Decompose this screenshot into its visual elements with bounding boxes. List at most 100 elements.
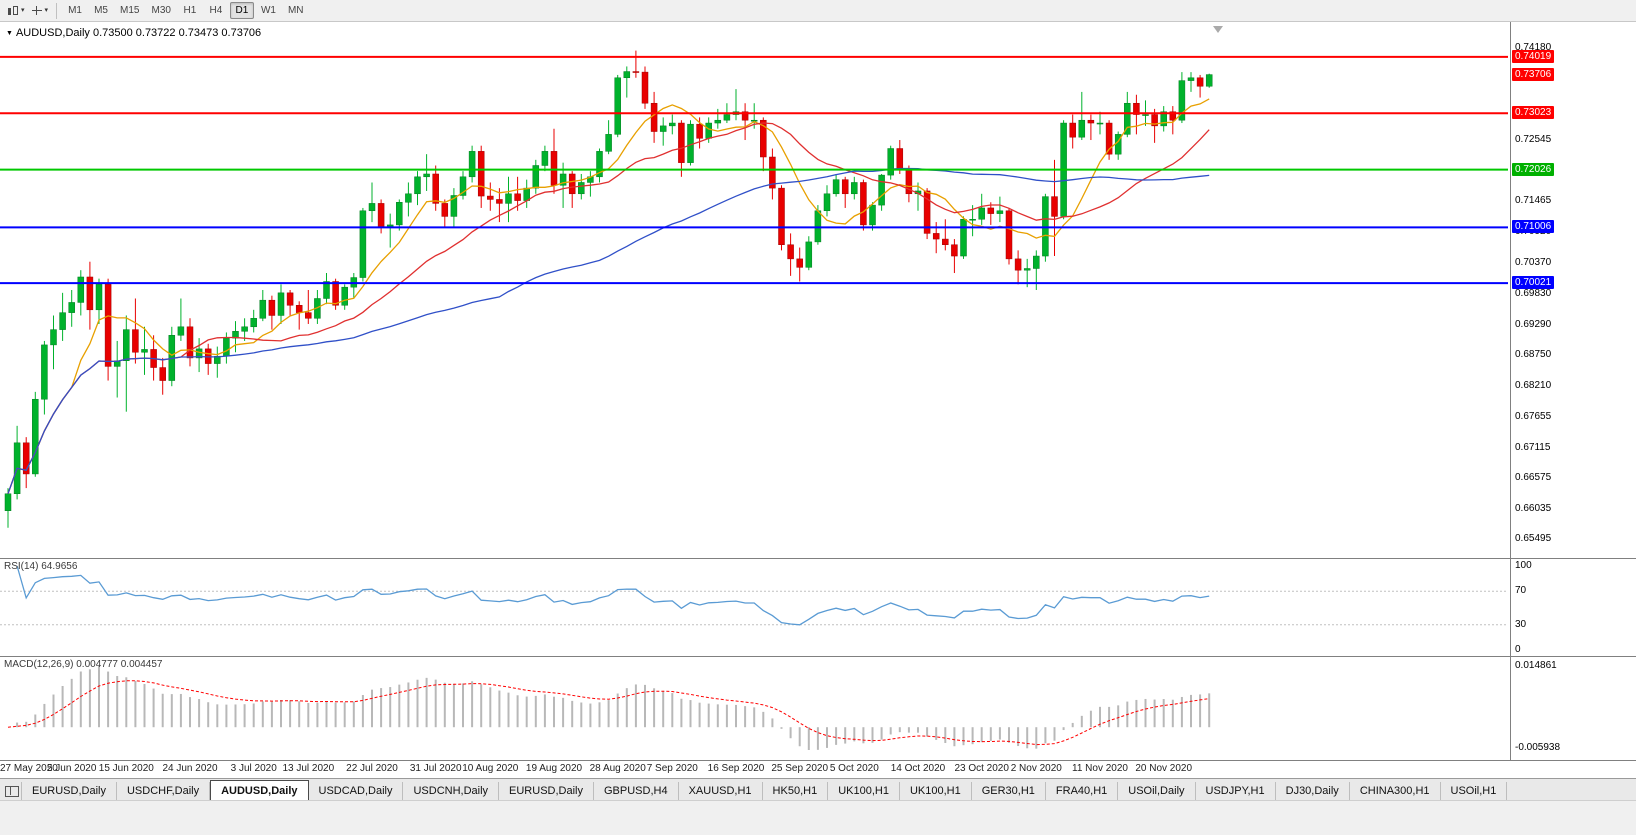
candle bbox=[1187, 72, 1195, 92]
candle bbox=[468, 145, 476, 183]
candle bbox=[869, 202, 876, 231]
candle bbox=[487, 182, 494, 211]
timeframe-button-h4[interactable]: H4 bbox=[209, 5, 223, 16]
candle bbox=[741, 103, 749, 141]
candle bbox=[596, 148, 603, 183]
candle bbox=[614, 74, 621, 138]
candle bbox=[659, 117, 667, 146]
chart-tabs: EURUSD,Daily USDCHF,Daily AUDUSD,Daily USDC… bbox=[22, 780, 1508, 800]
candle bbox=[832, 173, 840, 197]
timeframe-button-m30[interactable]: M30 bbox=[151, 5, 171, 16]
tab-usoil-daily[interactable]: USOil,Daily bbox=[1118, 782, 1196, 800]
tab-usdcad-daily[interactable]: USDCAD,Daily bbox=[308, 782, 404, 800]
candle bbox=[1105, 120, 1113, 160]
tab-hk50-h1[interactable]: HK50,H1 bbox=[762, 782, 829, 800]
candle bbox=[1069, 114, 1076, 149]
candle bbox=[823, 185, 831, 217]
tab-uk100-h1[interactable]: UK100,H1 bbox=[828, 782, 900, 800]
candle bbox=[268, 295, 276, 330]
candle bbox=[669, 114, 676, 135]
tab-ger30-h1[interactable]: GER30,H1 bbox=[971, 782, 1046, 800]
chart-background bbox=[0, 22, 1636, 778]
candle bbox=[396, 199, 403, 231]
candle bbox=[159, 357, 166, 395]
timeframe-buttons: M1 M5 M15 M30 H1 H4 D1 W1 MN bbox=[62, 2, 309, 19]
candle bbox=[441, 199, 449, 228]
candle bbox=[1078, 91, 1086, 141]
tab-usdjpy-h1[interactable]: USDJPY,H1 bbox=[1195, 782, 1276, 800]
candle bbox=[1087, 114, 1095, 141]
candle bbox=[1169, 106, 1177, 135]
candle bbox=[923, 188, 931, 240]
timeframe-toolbar: ▾ ▾ M1 M5 M15 M30 H1 H4 D1 W1 MN bbox=[0, 0, 1636, 22]
chart-tab-bar: EURUSD,Daily USDCHF,Daily AUDUSD,Daily USDC… bbox=[0, 778, 1636, 800]
timeframe-button-m1[interactable]: M1 bbox=[68, 5, 82, 16]
candle bbox=[1178, 72, 1186, 124]
candle bbox=[1133, 94, 1140, 135]
candle bbox=[641, 66, 649, 109]
tab-eurusd-daily[interactable]: EURUSD,Daily bbox=[22, 782, 117, 800]
candle bbox=[505, 176, 512, 223]
tab-usdcnh-daily[interactable]: USDCNH,Daily bbox=[403, 782, 500, 800]
candle bbox=[86, 261, 94, 330]
candle bbox=[623, 66, 631, 98]
tab-gbpusd-h4[interactable]: GBPUSD,H4 bbox=[594, 782, 679, 800]
tab-uk100-h1[interactable]: UK100,H1 bbox=[899, 782, 972, 800]
candle bbox=[541, 145, 549, 172]
candle bbox=[769, 148, 776, 200]
candle bbox=[1151, 108, 1158, 143]
candle bbox=[241, 318, 248, 341]
candle bbox=[423, 154, 430, 191]
tab-audusd-daily[interactable]: AUDUSD,Daily bbox=[210, 780, 309, 800]
tab-fra40-h1[interactable]: FRA40,H1 bbox=[1045, 782, 1119, 800]
candle bbox=[59, 292, 66, 341]
timeframe-button-d1[interactable]: D1 bbox=[229, 2, 254, 19]
rsi-line bbox=[16, 565, 1210, 626]
candle bbox=[1005, 207, 1013, 265]
candle bbox=[368, 182, 376, 223]
tab-china300-h1[interactable]: CHINA300,H1 bbox=[1349, 782, 1441, 800]
chart-canvas[interactable] bbox=[0, 0, 1636, 778]
candle bbox=[942, 219, 949, 251]
candle bbox=[687, 120, 694, 166]
candle bbox=[41, 340, 48, 415]
candle bbox=[851, 176, 858, 200]
candle bbox=[1124, 91, 1131, 138]
candle bbox=[887, 145, 894, 180]
candle bbox=[50, 315, 57, 370]
tab-xauusd-h1[interactable]: XAUUSD,H1 bbox=[678, 782, 763, 800]
tab-usoil-h1[interactable]: USOil,H1 bbox=[1440, 782, 1508, 800]
crosshair-button[interactable]: ▾ bbox=[28, 3, 52, 19]
tab-eurusd-daily[interactable]: EURUSD,Daily bbox=[499, 782, 594, 800]
candle bbox=[123, 315, 130, 412]
candle bbox=[359, 207, 367, 282]
crosshair-icon bbox=[31, 5, 43, 17]
candle bbox=[1160, 106, 1167, 132]
candle bbox=[450, 188, 458, 228]
timeframe-button-h1[interactable]: H1 bbox=[183, 5, 197, 16]
chart-type-button[interactable]: ▾ bbox=[3, 3, 28, 19]
tab-dj30-daily[interactable]: DJ30,Daily bbox=[1275, 782, 1350, 800]
candle bbox=[605, 120, 612, 155]
candle bbox=[432, 165, 439, 211]
candle bbox=[68, 290, 75, 327]
candle bbox=[805, 236, 813, 271]
chart-shift-marker-icon[interactable] bbox=[1213, 26, 1223, 33]
tab-usdchf-daily[interactable]: USDCHF,Daily bbox=[116, 782, 211, 800]
candle bbox=[186, 318, 194, 367]
candlestick-chart-icon bbox=[6, 5, 19, 17]
candle bbox=[1051, 159, 1058, 257]
status-bar bbox=[0, 800, 1636, 835]
caret-down-icon: ▾ bbox=[44, 7, 49, 14]
window-list-icon[interactable] bbox=[0, 782, 22, 800]
candle bbox=[405, 182, 412, 217]
candle bbox=[286, 290, 294, 316]
timeframe-button-m15[interactable]: M15 bbox=[120, 5, 140, 16]
timeframe-button-m5[interactable]: M5 bbox=[94, 5, 108, 16]
timeframe-button-mn[interactable]: MN bbox=[287, 5, 304, 16]
timeframe-button-w1[interactable]: W1 bbox=[260, 5, 276, 16]
candle bbox=[414, 171, 421, 206]
candle bbox=[532, 159, 540, 194]
candle bbox=[22, 437, 30, 489]
candle bbox=[796, 247, 803, 282]
